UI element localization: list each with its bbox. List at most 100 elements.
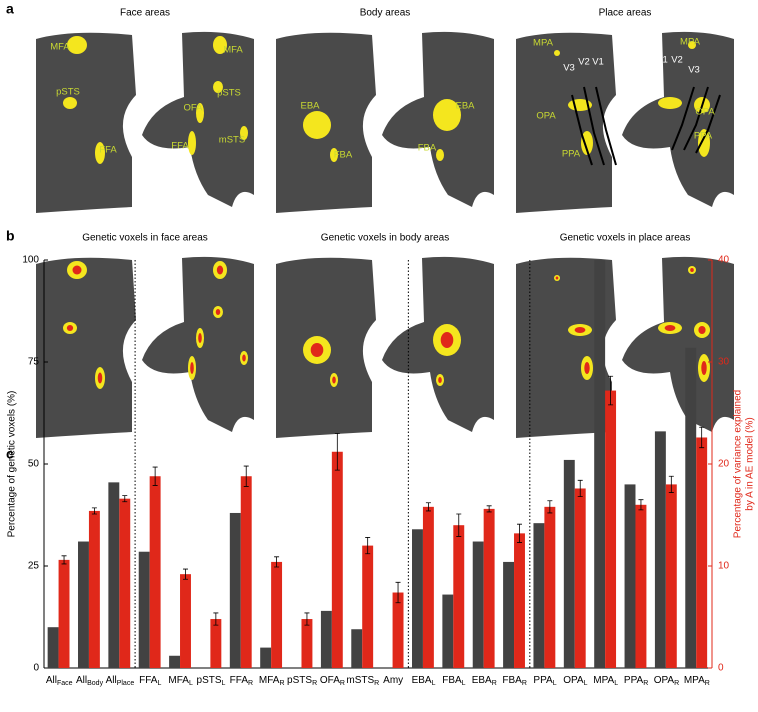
category-subscript: R [279, 680, 284, 687]
category-subscript: L [432, 680, 436, 687]
category-subscript: R [674, 680, 679, 687]
bar [624, 484, 636, 668]
genetic-voxels [242, 354, 246, 362]
x-tick-label: AllPlace [106, 675, 135, 687]
bar [654, 431, 666, 668]
category-subscript: L [189, 680, 193, 687]
bar [240, 476, 252, 668]
genetic-voxels [190, 362, 194, 374]
area-label: FBA [334, 150, 353, 161]
x-tick-label: FFAL [139, 675, 161, 687]
brain-map [516, 31, 734, 213]
y2-tick-label: 0 [718, 663, 724, 674]
bar [351, 629, 363, 668]
map-title: Face areas [120, 8, 170, 19]
error-bar [638, 499, 644, 511]
bar [331, 451, 343, 668]
bar [605, 390, 617, 668]
activation [688, 41, 696, 49]
genetic-voxels [72, 265, 82, 275]
y-tick-label: 50 [28, 459, 40, 470]
area-label: mSTS [219, 135, 245, 146]
area-label: V2 [671, 55, 683, 66]
hemisphere [622, 31, 734, 207]
category-subscript: Face [57, 680, 73, 687]
category-name: FFA [139, 675, 158, 686]
area-label: MFA [223, 45, 243, 56]
activation [658, 97, 682, 109]
category-name: pSTS [287, 675, 312, 686]
x-tick-label: pSTSR [287, 675, 317, 687]
x-tick-label: FBAL [442, 675, 465, 687]
category-subscript: R [492, 680, 497, 687]
bar [271, 561, 283, 668]
retinotopic-border [683, 86, 709, 151]
category-name: OFA [320, 675, 340, 686]
map-title: Genetic voxels in body areas [321, 233, 449, 244]
brain-map [36, 256, 254, 438]
activation [554, 50, 560, 56]
error-bar [547, 500, 553, 514]
y2-tick-label: 10 [718, 561, 730, 572]
panel-label: c [6, 446, 14, 462]
area-label: V1 [592, 57, 604, 68]
error-bar [334, 433, 340, 471]
y-tick-label: 75 [28, 357, 40, 368]
bar [210, 619, 222, 668]
genetic-voxels [97, 372, 103, 384]
category-subscript: R [643, 680, 648, 687]
bar [453, 525, 465, 668]
area-label: MPA [680, 37, 701, 48]
area-label: EBA [300, 101, 320, 112]
x-tick-label: EBAR [472, 675, 497, 687]
activation [67, 36, 87, 54]
y2-axis-label: Percentage of variance explained [733, 390, 744, 538]
area-label: OPA [536, 111, 556, 122]
x-tick-label: PPAL [533, 675, 556, 687]
area-label: OPA [695, 107, 715, 118]
map-title: Place areas [599, 8, 652, 19]
bar [320, 610, 332, 668]
x-tick-label: AllBody [76, 675, 104, 687]
bar [149, 476, 161, 668]
x-tick-label: MPAR [684, 675, 710, 687]
error-bar [152, 466, 158, 486]
hemisphere [36, 32, 136, 213]
error-bar [486, 505, 492, 513]
area-label: OFA [183, 103, 203, 114]
genetic-voxels [438, 377, 442, 383]
bar [503, 561, 515, 668]
category-name: PPA [533, 675, 553, 686]
category-subscript: R [522, 680, 527, 687]
activation [436, 149, 444, 161]
bar [119, 498, 131, 668]
area-label: pSTS [56, 87, 80, 98]
genetic-voxels [332, 376, 336, 384]
category-name: mSTS [346, 675, 374, 686]
retinotopic-border [671, 86, 695, 151]
genetic-voxels [310, 343, 324, 357]
bar [472, 541, 484, 668]
genetic-voxels [664, 325, 676, 331]
error-bar [61, 555, 67, 565]
genetic-voxels [440, 332, 454, 348]
area-label: EBA [455, 101, 475, 112]
category-subscript: L [584, 680, 588, 687]
genetic-voxels [215, 309, 221, 315]
genetic-voxels [690, 268, 694, 272]
map-title: Genetic voxels in place areas [560, 233, 691, 244]
error-bar [274, 556, 280, 568]
bar [514, 533, 525, 668]
hemisphere [516, 257, 616, 438]
panel-label: b [6, 228, 15, 244]
activation [95, 142, 105, 164]
category-subscript: L [553, 680, 557, 687]
brain-map [276, 31, 494, 213]
bar [260, 647, 272, 668]
error-bar [516, 523, 522, 543]
error-bar [699, 426, 705, 449]
activation [240, 126, 248, 140]
bar [88, 510, 100, 668]
area-label: MPA [533, 38, 554, 49]
